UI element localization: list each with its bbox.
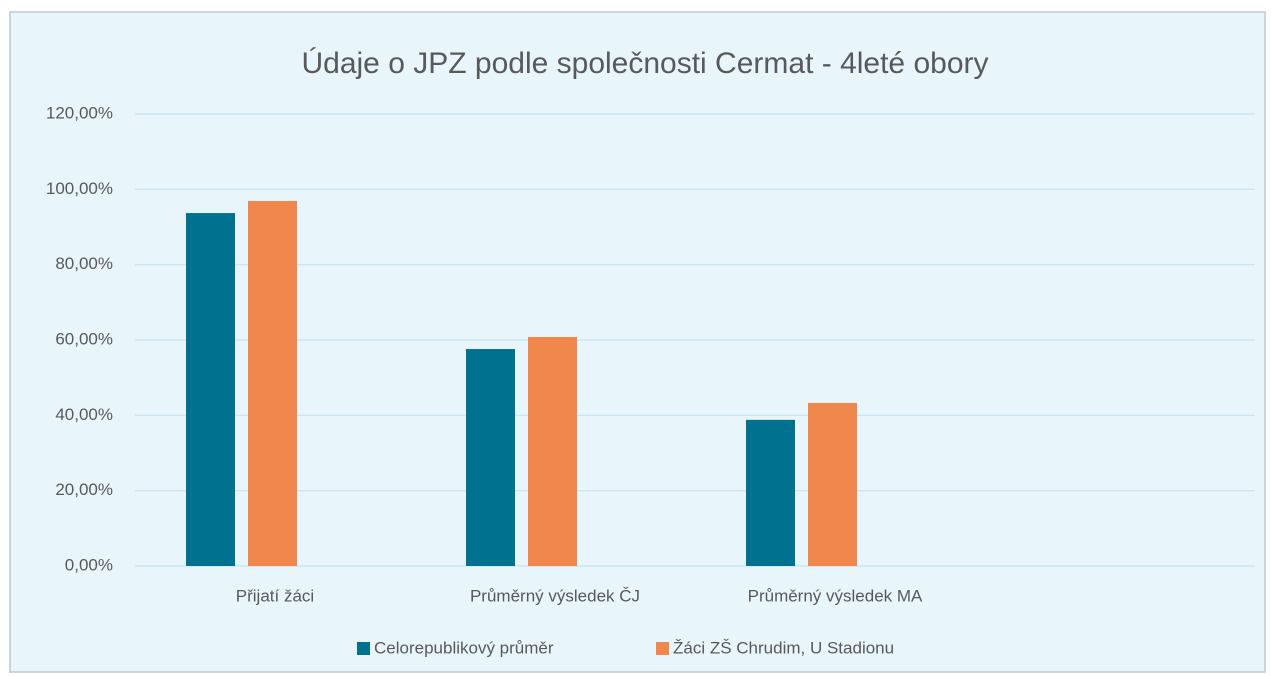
legend-label: Žáci ZŠ Chrudim, U Stadionu xyxy=(673,638,894,657)
bar xyxy=(528,336,577,566)
y-tick-label: 60,00% xyxy=(55,329,113,348)
bar xyxy=(808,402,857,566)
y-tick-label: 80,00% xyxy=(55,254,113,273)
y-tick-label: 20,00% xyxy=(55,480,113,499)
chart-title: Údaje o JPZ podle společnosti Cermat - 4… xyxy=(301,47,988,80)
bar xyxy=(746,419,795,566)
bar xyxy=(248,201,297,566)
x-tick-label: Průměrný výsledek ČJ xyxy=(470,586,640,605)
x-tick-label: Přijatí žáci xyxy=(236,586,314,605)
bar xyxy=(466,349,515,566)
y-tick-label: 40,00% xyxy=(55,405,113,424)
legend-label: Celorepublikový průměr xyxy=(374,638,554,657)
legend-swatch xyxy=(357,642,370,655)
legend-swatch xyxy=(656,642,669,655)
y-tick-label: 0,00% xyxy=(65,555,113,574)
y-tick-label: 120,00% xyxy=(46,103,113,122)
bar xyxy=(186,213,235,566)
x-tick-label: Průměrný výsledek MA xyxy=(748,586,923,605)
y-tick-label: 100,00% xyxy=(46,179,113,198)
